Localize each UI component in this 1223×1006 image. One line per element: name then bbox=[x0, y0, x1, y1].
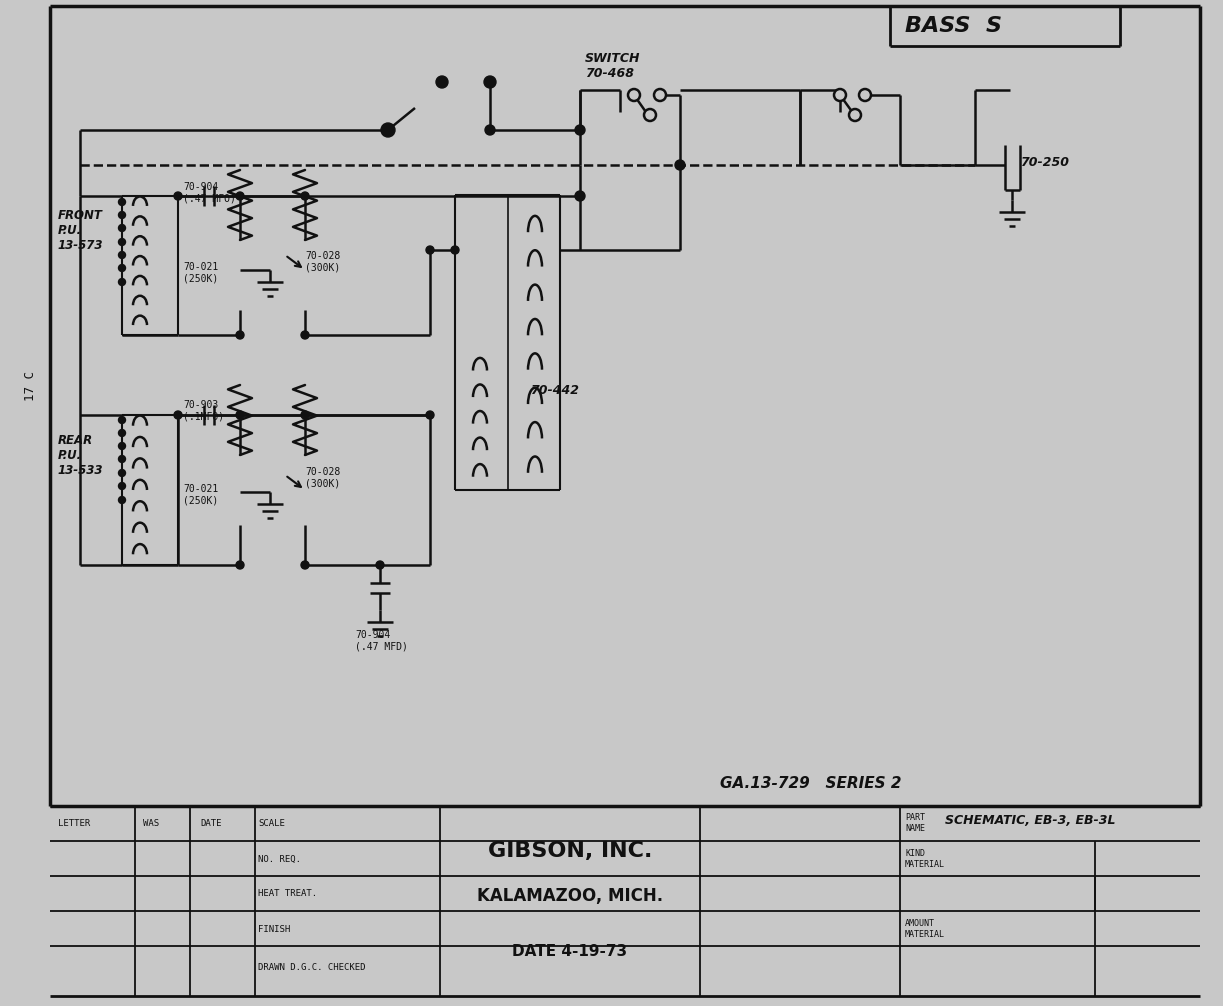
Text: AMOUNT
MATERIAL: AMOUNT MATERIAL bbox=[905, 919, 945, 939]
Circle shape bbox=[849, 109, 861, 121]
Circle shape bbox=[627, 89, 640, 101]
Text: 70-442: 70-442 bbox=[530, 383, 578, 396]
Circle shape bbox=[484, 76, 497, 88]
Circle shape bbox=[119, 279, 126, 286]
Text: NO. REQ.: NO. REQ. bbox=[258, 854, 301, 863]
Text: DRAWN D.G.C. CHECKED: DRAWN D.G.C. CHECKED bbox=[258, 964, 366, 973]
Circle shape bbox=[486, 125, 495, 135]
Text: GA.13-729   SERIES 2: GA.13-729 SERIES 2 bbox=[720, 776, 901, 791]
Circle shape bbox=[375, 561, 384, 569]
Text: 70-250: 70-250 bbox=[1020, 156, 1069, 168]
Circle shape bbox=[426, 411, 434, 420]
Text: KALAMAZOO, MICH.: KALAMAZOO, MICH. bbox=[477, 887, 663, 905]
Circle shape bbox=[437, 76, 448, 88]
Circle shape bbox=[119, 443, 126, 450]
Circle shape bbox=[119, 430, 126, 437]
Text: 70-903
(.1MFO): 70-903 (.1MFO) bbox=[183, 400, 224, 422]
Circle shape bbox=[451, 246, 459, 254]
Circle shape bbox=[301, 331, 309, 339]
Circle shape bbox=[575, 191, 585, 201]
Circle shape bbox=[859, 89, 871, 101]
Text: DATE: DATE bbox=[201, 819, 221, 828]
Text: 70-904
(.47 MFD): 70-904 (.47 MFD) bbox=[355, 630, 408, 652]
Circle shape bbox=[119, 198, 126, 205]
Text: 70-028
(300K): 70-028 (300K) bbox=[305, 252, 340, 273]
Text: FRONT
P.U.
13-573: FRONT P.U. 13-573 bbox=[57, 208, 104, 252]
Circle shape bbox=[119, 265, 126, 272]
Circle shape bbox=[174, 411, 182, 420]
Text: 70-468: 70-468 bbox=[585, 67, 634, 80]
Text: SWITCH: SWITCH bbox=[585, 52, 641, 65]
Circle shape bbox=[119, 456, 126, 463]
Circle shape bbox=[301, 561, 309, 569]
Text: PART
NAME: PART NAME bbox=[905, 813, 925, 833]
Circle shape bbox=[119, 470, 126, 477]
Text: SCHEMATIC, EB-3, EB-3L: SCHEMATIC, EB-3, EB-3L bbox=[945, 814, 1115, 827]
Circle shape bbox=[236, 331, 245, 339]
Text: FINISH: FINISH bbox=[258, 925, 290, 934]
Circle shape bbox=[301, 411, 309, 420]
Text: 70-021
(250K): 70-021 (250K) bbox=[183, 484, 218, 506]
Circle shape bbox=[119, 416, 126, 424]
Circle shape bbox=[654, 89, 667, 101]
Text: LETTER: LETTER bbox=[57, 819, 91, 828]
Circle shape bbox=[675, 160, 685, 170]
Circle shape bbox=[119, 497, 126, 503]
Circle shape bbox=[236, 411, 245, 420]
Text: 70-904
(.47 MFO): 70-904 (.47 MFO) bbox=[183, 182, 236, 203]
Circle shape bbox=[236, 192, 245, 200]
Circle shape bbox=[119, 211, 126, 218]
Text: 70-028
(300K): 70-028 (300K) bbox=[305, 467, 340, 489]
Circle shape bbox=[119, 252, 126, 259]
Circle shape bbox=[174, 192, 182, 200]
Text: DATE 4-19-73: DATE 4-19-73 bbox=[512, 944, 627, 959]
Text: WAS: WAS bbox=[143, 819, 159, 828]
Text: HEAT TREAT.: HEAT TREAT. bbox=[258, 889, 317, 898]
Circle shape bbox=[236, 561, 245, 569]
Circle shape bbox=[301, 192, 309, 200]
Circle shape bbox=[575, 125, 585, 135]
Text: REAR
P.U.
13-533: REAR P.U. 13-533 bbox=[57, 434, 104, 477]
Text: BASS  S: BASS S bbox=[905, 16, 1002, 36]
Circle shape bbox=[119, 483, 126, 490]
Text: GIBSON, INC.: GIBSON, INC. bbox=[488, 841, 652, 861]
Circle shape bbox=[834, 89, 846, 101]
Circle shape bbox=[382, 123, 395, 137]
Circle shape bbox=[119, 224, 126, 231]
Text: KIND
MATERIAL: KIND MATERIAL bbox=[905, 849, 945, 869]
Circle shape bbox=[645, 109, 656, 121]
Circle shape bbox=[426, 246, 434, 254]
Text: SCALE: SCALE bbox=[258, 819, 285, 828]
Text: 70-021
(250K): 70-021 (250K) bbox=[183, 263, 218, 284]
Text: 17 C: 17 C bbox=[23, 371, 37, 401]
Circle shape bbox=[119, 238, 126, 245]
